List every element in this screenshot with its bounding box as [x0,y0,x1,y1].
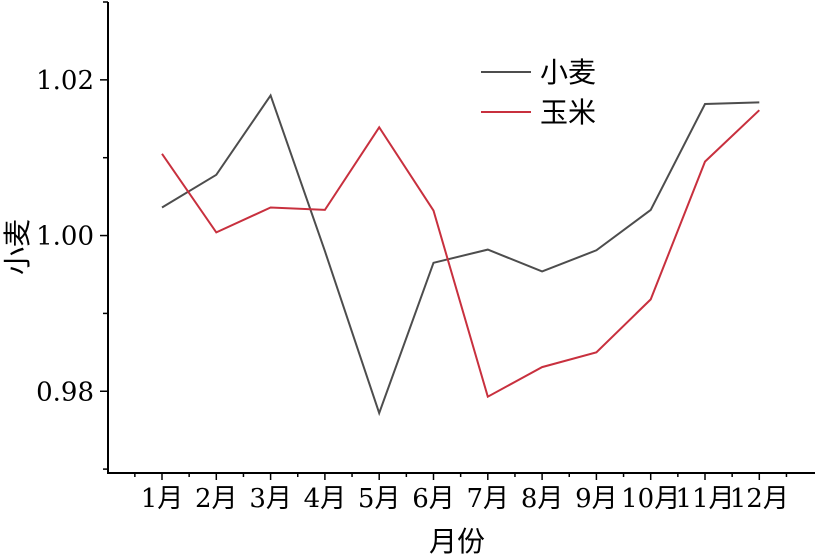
x-tick-label: 5月 [358,484,401,514]
y-axis-title: 小麦 [1,219,34,275]
y-tick-label: 0.98 [36,377,94,407]
axes [107,2,815,474]
series-line-2 [161,109,760,399]
tick-marks [100,1,788,480]
x-tick-label: 11月 [675,484,734,514]
x-tick-label: 8月 [521,484,564,514]
x-tick-label: 3月 [249,484,292,514]
y-tick-label: 1.02 [36,66,94,96]
x-axis-title: 月份 [429,525,485,557]
legend-label: 小麦 [540,56,596,89]
x-tick-label: 2月 [195,484,238,514]
x-tick-label: 1月 [141,484,184,514]
series-lines [161,93,760,417]
x-tick-label: 6月 [412,484,455,514]
legend-label: 玉米 [540,96,596,129]
x-tick-label: 12月 [730,484,789,514]
y-tick-label: 1.00 [36,222,94,252]
x-tick-label: 10月 [621,484,680,514]
series-line-1 [161,93,760,417]
x-tick-label: 9月 [575,484,618,514]
x-tick-label: 7月 [467,484,510,514]
x-tick-label: 4月 [304,484,347,514]
